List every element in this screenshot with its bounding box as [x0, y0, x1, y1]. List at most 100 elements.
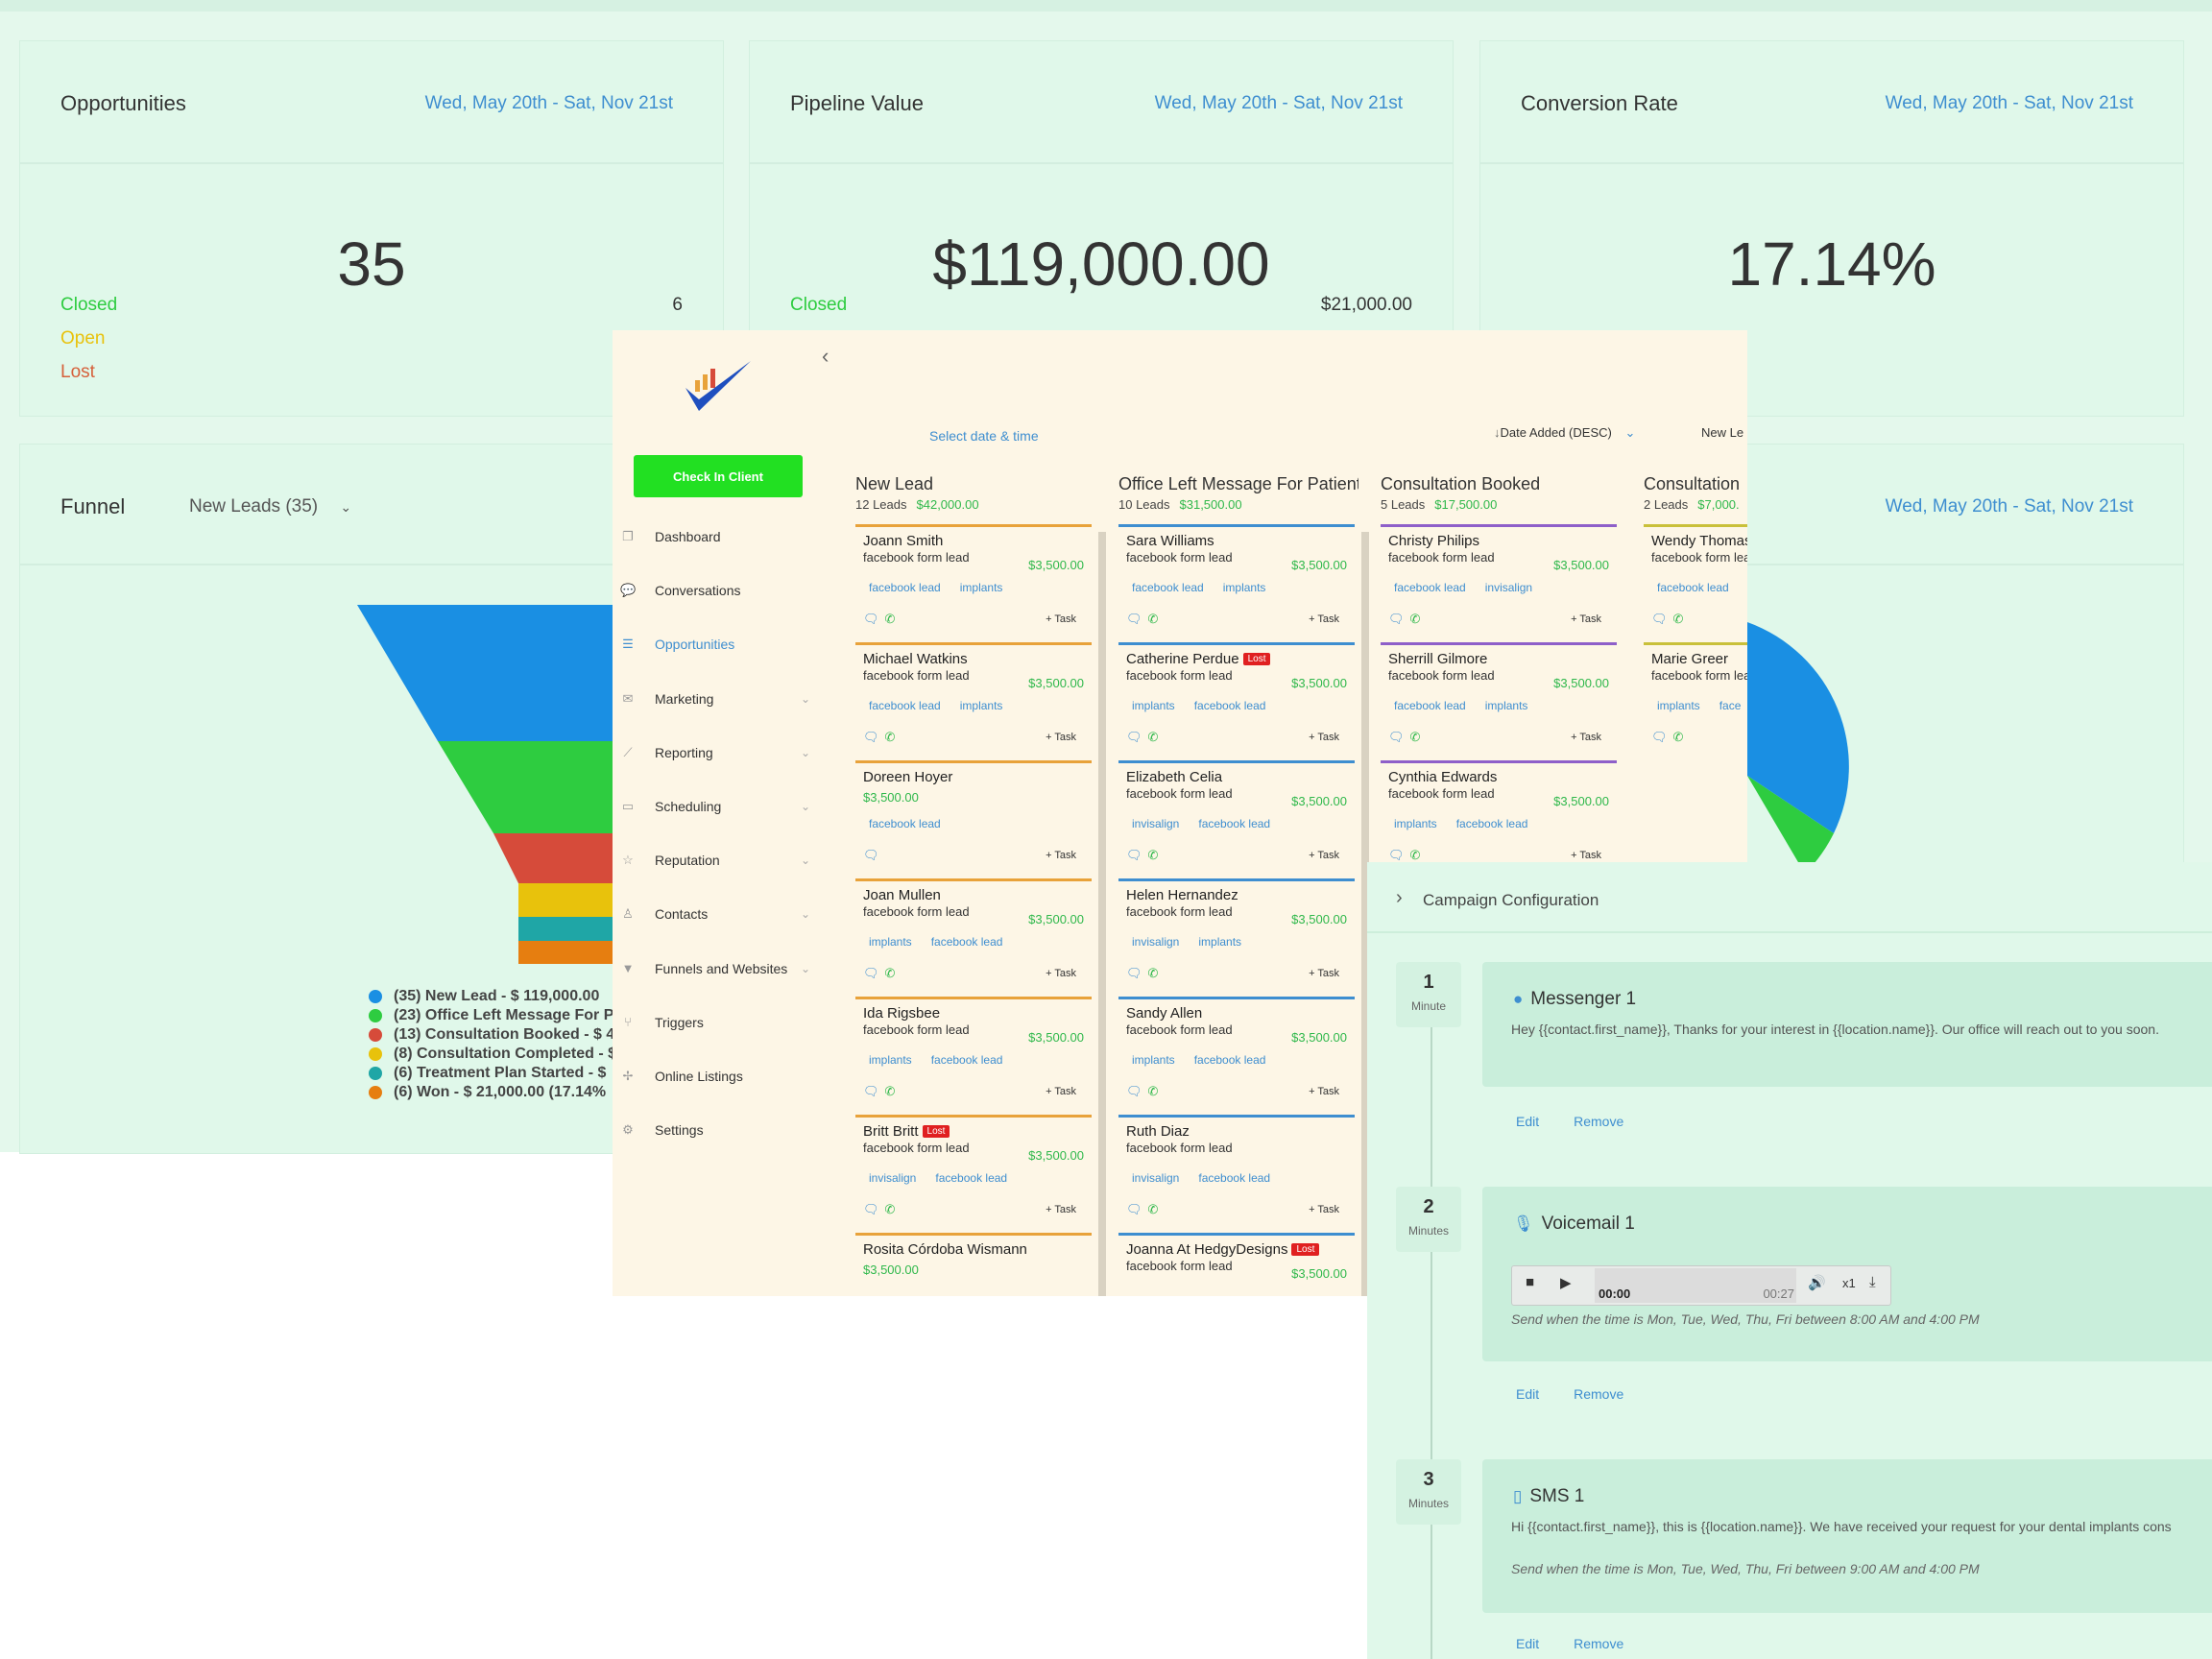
phone-icon[interactable]: ✆	[884, 1084, 896, 1098]
lead-card[interactable]: Catherine Perdue Lost facebook form lead $3…	[1118, 642, 1355, 758]
edit-link[interactable]: Edit	[1516, 1114, 1540, 1129]
lead-tag[interactable]: implants	[869, 935, 912, 949]
add-task-button[interactable]: + Task	[1046, 1204, 1076, 1215]
add-task-button[interactable]: + Task	[1309, 968, 1339, 979]
sidebar-item-conversations[interactable]: 💬 Conversations	[613, 576, 822, 605]
lead-card[interactable]: Joan Mullen facebook form lead $3,500.00 im…	[855, 878, 1092, 995]
lead-card[interactable]: Ida Rigsbee facebook form lead $3,500.00 im…	[855, 997, 1092, 1113]
phone-icon[interactable]: ✆	[1147, 612, 1159, 626]
chevron-left-icon[interactable]: ‹	[822, 344, 830, 368]
download-icon[interactable]: ⤓	[1869, 1274, 1876, 1290]
add-task-button[interactable]: + Task	[1309, 613, 1339, 625]
phone-icon[interactable]: ✆	[1409, 612, 1421, 626]
add-task-button[interactable]: + Task	[1046, 732, 1076, 743]
lead-tag[interactable]: implants	[1198, 935, 1242, 949]
sidebar-item-contacts[interactable]: ♙ Contacts ⌄	[613, 900, 822, 928]
lead-tag[interactable]: implants	[1132, 699, 1175, 712]
chat-icon[interactable]: 🗨	[1126, 966, 1142, 980]
lead-tag[interactable]: facebook lead	[869, 817, 941, 830]
add-task-button[interactable]: + Task	[1309, 732, 1339, 743]
sidebar-item-reputation[interactable]: ☆ Reputation ⌄	[613, 846, 822, 875]
sidebar-item-funnels-and-websites[interactable]: ▼ Funnels and Websites ⌄	[613, 954, 822, 983]
lead-tag[interactable]: facebook lead	[1657, 581, 1729, 594]
add-task-button[interactable]: + Task	[1571, 613, 1601, 625]
lead-card[interactable]: Christy Philips facebook form lead $3,500.…	[1381, 524, 1617, 640]
lead-tag[interactable]: facebook lead	[1198, 1171, 1271, 1185]
date-range[interactable]: Wed, May 20th - Sat, Nov 21st	[424, 93, 673, 113]
lead-tag[interactable]: facebook lead	[930, 1053, 1003, 1067]
remove-link[interactable]: Remove	[1574, 1114, 1624, 1129]
lead-tag[interactable]: facebook lead	[1394, 581, 1466, 594]
add-task-button[interactable]: + Task	[1309, 850, 1339, 861]
phone-icon[interactable]: ✆	[884, 612, 896, 626]
sidebar-item-reporting[interactable]: ⟋ Reporting ⌄	[613, 738, 822, 767]
add-task-button[interactable]: + Task	[1309, 1086, 1339, 1097]
sidebar-item-triggers[interactable]: ⑂ Triggers	[613, 1008, 822, 1037]
phone-icon[interactable]: ✆	[1672, 730, 1684, 744]
lead-tag[interactable]: facebook lead	[869, 699, 941, 712]
phone-icon[interactable]: ✆	[1147, 966, 1159, 980]
date-range[interactable]: Wed, May 20th - Sat, Nov 21st	[1885, 93, 2133, 113]
lead-card[interactable]: Michael Watkins facebook form lead $3,500.…	[855, 642, 1092, 758]
lead-tag[interactable]: facebook lead	[1193, 1053, 1266, 1067]
play-icon[interactable]: ▶	[1560, 1275, 1572, 1291]
phone-icon[interactable]: ✆	[884, 966, 896, 980]
chat-icon[interactable]: 🗨	[1126, 1084, 1142, 1098]
lead-card[interactable]: Ruth Diaz facebook form lead invisalign fac…	[1118, 1115, 1355, 1231]
lead-card[interactable]: Sandy Allen facebook form lead $3,500.00 im…	[1118, 997, 1355, 1113]
phone-icon[interactable]: ✆	[1147, 848, 1159, 862]
funnel-stage-select[interactable]: New Leads (35) ⌄	[189, 496, 351, 517]
lead-tag[interactable]: invisalign	[869, 1171, 917, 1185]
add-task-button[interactable]: + Task	[1046, 613, 1076, 625]
lead-card[interactable]: Sherrill Gilmore facebook form lead $3,500…	[1381, 642, 1617, 758]
chat-icon[interactable]: 🗨	[863, 612, 879, 626]
chat-icon[interactable]: 🗨	[1126, 730, 1142, 744]
lead-tag[interactable]: implants	[1132, 1053, 1175, 1067]
lead-tag[interactable]: implants	[1394, 817, 1437, 830]
lead-card[interactable]: Wendy Thomas facebook form lead facebook l…	[1644, 524, 1747, 640]
chat-icon[interactable]: 🗨	[1388, 612, 1405, 626]
chat-icon[interactable]: 🗨	[1388, 730, 1405, 744]
lead-tag[interactable]: facebook lead	[930, 935, 1003, 949]
chat-icon[interactable]: 🗨	[1651, 612, 1668, 626]
phone-icon[interactable]: ✆	[1147, 1084, 1159, 1098]
add-task-button[interactable]: + Task	[1309, 1204, 1339, 1215]
lead-tag[interactable]: implants	[959, 699, 1003, 712]
lead-card[interactable]: Cynthia Edwards facebook form lead $3,500.…	[1381, 760, 1617, 877]
lead-tag[interactable]: implants	[1222, 581, 1266, 594]
phone-icon[interactable]: ✆	[884, 1202, 896, 1216]
lead-tag[interactable]: facebook lead	[935, 1171, 1008, 1185]
playback-speed[interactable]: x1	[1842, 1276, 1856, 1290]
lead-tag[interactable]: implants	[959, 581, 1003, 594]
lead-tag[interactable]: facebook lead	[1193, 699, 1266, 712]
column-scrollbar[interactable]	[1098, 532, 1106, 1296]
date-range[interactable]: Wed, May 20th - Sat, Nov 21st	[1154, 93, 1403, 113]
lead-card[interactable]: Joanna At HedgyDesigns Lost facebook form …	[1118, 1233, 1355, 1296]
sidebar-item-opportunities[interactable]: ☰ Opportunities	[613, 630, 822, 659]
chat-icon[interactable]: 🗨	[863, 966, 879, 980]
edit-link[interactable]: Edit	[1516, 1636, 1540, 1651]
lead-tag[interactable]: invisalign	[1132, 1171, 1180, 1185]
add-task-button[interactable]: + Task	[1046, 1086, 1076, 1097]
lead-tag[interactable]: face	[1719, 699, 1742, 712]
new-lead-button[interactable]: New Le	[1701, 425, 1744, 440]
chat-icon[interactable]: 🗨	[1126, 1202, 1142, 1216]
campaign-header[interactable]: › Campaign Configuration	[1367, 862, 2212, 933]
add-task-button[interactable]: + Task	[1571, 850, 1601, 861]
audio-progress-bar[interactable]: 00:00 00:27	[1595, 1268, 1796, 1303]
chat-icon[interactable]: 🗨	[1651, 730, 1668, 744]
sort-dropdown[interactable]: ↓Date Added (DESC) ⌄	[1494, 425, 1635, 441]
lead-card[interactable]: Doreen Hoyer $3,500.00 facebook lead 🗨 + Tas…	[855, 760, 1092, 877]
volume-icon[interactable]: 🔊	[1808, 1275, 1826, 1291]
lead-tag[interactable]: facebook lead	[1455, 817, 1528, 830]
chat-icon[interactable]: 🗨	[1126, 848, 1142, 862]
sidebar-item-settings[interactable]: ⚙ Settings	[613, 1116, 822, 1144]
phone-icon[interactable]: ✆	[1147, 1202, 1159, 1216]
lead-tag[interactable]: invisalign	[1132, 817, 1180, 830]
lead-tag[interactable]: implants	[869, 1053, 912, 1067]
phone-icon[interactable]: ✆	[884, 730, 896, 744]
check-in-client-button[interactable]: Check In Client	[634, 455, 803, 497]
phone-icon[interactable]: ✆	[1409, 730, 1421, 744]
lead-card[interactable]: Sara Williams facebook form lead $3,500.00…	[1118, 524, 1355, 640]
add-task-button[interactable]: + Task	[1046, 850, 1076, 861]
